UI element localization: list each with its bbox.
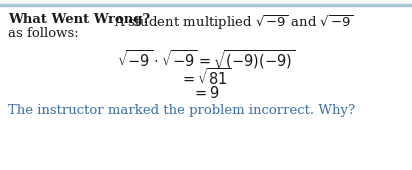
Text: as follows:: as follows: — [8, 27, 79, 40]
Text: The instructor marked the problem incorrect. Why?: The instructor marked the problem incorr… — [8, 104, 355, 117]
Text: What Went Wrong?: What Went Wrong? — [8, 13, 150, 26]
Text: A student multiplied $\sqrt{-9}$ and $\sqrt{-9}$: A student multiplied $\sqrt{-9}$ and $\s… — [114, 13, 353, 32]
Text: $= \sqrt{81}$: $= \sqrt{81}$ — [180, 67, 232, 88]
Text: $\sqrt{-9}\cdot\sqrt{-9} = \sqrt{(-9)(-9)}$: $\sqrt{-9}\cdot\sqrt{-9} = \sqrt{(-9)(-9… — [117, 48, 295, 72]
Text: $= 9$: $= 9$ — [192, 85, 220, 101]
